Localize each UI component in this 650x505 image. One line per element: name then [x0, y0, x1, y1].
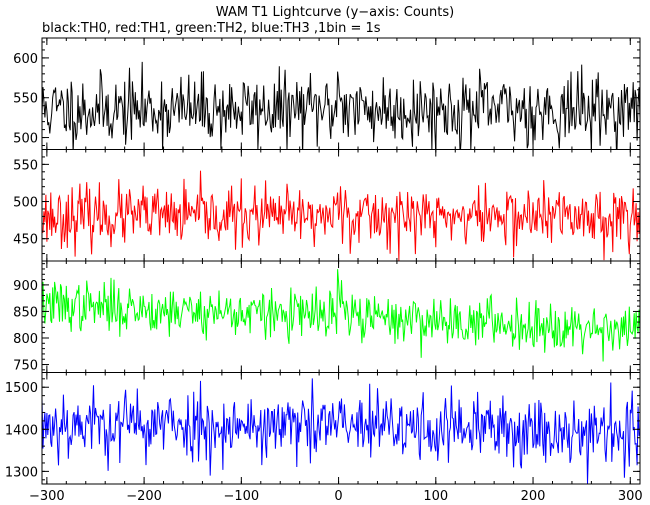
- panel-th3: 1300 1400 1500: [5, 372, 641, 485]
- y-tick-label: 550: [13, 92, 38, 107]
- y-tick-label: 450: [13, 233, 38, 248]
- x-tick-label: −200: [126, 489, 162, 504]
- x-tick-label: −300: [29, 489, 65, 504]
- series-line-th0: [42, 61, 640, 150]
- y-tick-label: 1500: [5, 381, 38, 396]
- x-tick-label: −100: [223, 489, 259, 504]
- y-tick-label: 600: [13, 52, 38, 67]
- y-tick-label: 1400: [5, 423, 38, 438]
- series-line-th3: [42, 378, 640, 484]
- x-tick-label: 0: [334, 489, 342, 504]
- y-tick-label: 550: [13, 158, 38, 173]
- chart-title: WAM T1 Lightcurve (y−axis: Counts): [216, 5, 454, 20]
- panel-th2: 750 800 850 900: [13, 260, 641, 374]
- y-tick-label: 500: [13, 196, 38, 211]
- panel-frame: [41, 372, 641, 485]
- panel-th1: 450 500 550: [13, 149, 641, 262]
- y-tick-label: 800: [13, 332, 38, 347]
- y-tick-label: 1300: [5, 465, 38, 480]
- panel-th0: 500 550 600: [13, 37, 641, 150]
- y-tick-label: 500: [13, 132, 38, 147]
- series-line-th1: [42, 170, 640, 261]
- y-tick-label: 850: [13, 305, 38, 320]
- chart-subtitle: black:TH0, red:TH1, green:TH2, blue:TH3 …: [42, 21, 381, 36]
- y-tick-label: 900: [13, 279, 38, 294]
- x-axis: −300 −200 −100 0 100 200 300: [29, 489, 643, 504]
- x-tick-label: 100: [423, 489, 448, 504]
- y-tick-label: 750: [13, 359, 38, 374]
- x-tick-label: 200: [521, 489, 546, 504]
- x-tick-label: 300: [618, 489, 643, 504]
- series-line-th2: [42, 269, 640, 362]
- panels-group: 500 550 600 450 500 550 750 800 850 900 1300 1400 15…: [5, 37, 641, 485]
